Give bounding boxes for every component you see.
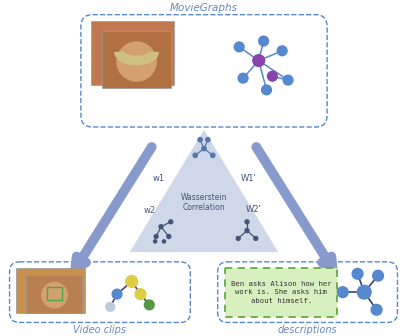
Text: Wasserstein
Correlation: Wasserstein Correlation (181, 193, 227, 212)
Circle shape (283, 75, 293, 85)
Bar (102, 31, 171, 88)
Polygon shape (130, 130, 278, 252)
Circle shape (371, 304, 382, 315)
Text: w2: w2 (143, 206, 155, 215)
Circle shape (154, 235, 158, 239)
Circle shape (117, 42, 156, 81)
Text: Video clips: Video clips (73, 325, 126, 335)
Circle shape (254, 237, 258, 240)
Text: W2': W2' (246, 205, 262, 214)
Circle shape (144, 300, 154, 310)
Circle shape (106, 302, 115, 311)
Text: descriptions: descriptions (278, 325, 337, 335)
Circle shape (373, 270, 384, 281)
Circle shape (236, 237, 240, 240)
Circle shape (262, 85, 271, 95)
Circle shape (259, 36, 268, 46)
Circle shape (42, 282, 67, 308)
Text: Ben asks Alison how her
work is. She asks him
about himself.: Ben asks Alison how her work is. She ask… (231, 281, 332, 304)
Circle shape (153, 240, 157, 243)
Bar (91, 22, 174, 85)
Bar (16, 268, 85, 313)
Circle shape (206, 137, 210, 142)
Circle shape (198, 137, 202, 142)
Text: W1': W1' (241, 174, 257, 183)
Circle shape (245, 228, 249, 233)
Circle shape (167, 235, 171, 239)
Circle shape (193, 153, 197, 158)
Bar (26, 275, 82, 313)
Circle shape (112, 289, 122, 299)
Circle shape (337, 287, 348, 298)
Circle shape (126, 276, 137, 287)
Circle shape (135, 289, 146, 299)
Circle shape (238, 73, 248, 83)
Circle shape (159, 225, 163, 228)
Circle shape (357, 285, 371, 299)
Circle shape (268, 71, 277, 81)
Bar (47, 287, 62, 300)
Circle shape (253, 55, 264, 67)
Circle shape (169, 220, 173, 224)
Text: MovieGraphs: MovieGraphs (170, 3, 238, 13)
Circle shape (211, 153, 215, 158)
Circle shape (352, 268, 363, 279)
Circle shape (277, 46, 287, 56)
Circle shape (162, 240, 166, 243)
Circle shape (245, 220, 249, 224)
Bar (224, 268, 337, 317)
Circle shape (234, 42, 244, 52)
Circle shape (202, 146, 206, 151)
Text: w1: w1 (153, 174, 165, 183)
